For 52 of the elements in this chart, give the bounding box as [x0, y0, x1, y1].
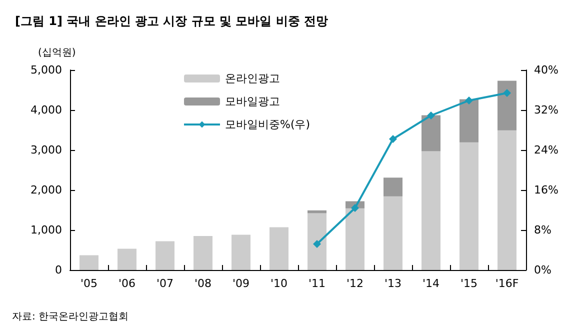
- bar: [384, 196, 402, 270]
- bar: [498, 130, 516, 270]
- x-tick-label: '05: [80, 277, 98, 290]
- point: [351, 204, 359, 212]
- x-tick-label: '13: [384, 277, 402, 290]
- y-tick-label: 0: [55, 264, 62, 276]
- x-tick-label: '06: [118, 277, 136, 290]
- y-tick-label: 4,000: [30, 104, 62, 116]
- bar: [232, 234, 250, 270]
- bar: [308, 213, 326, 270]
- y-tick-label: 1,000: [30, 224, 62, 236]
- bar: [156, 241, 174, 270]
- bar: [270, 227, 288, 270]
- y2-tick-label: 24%: [534, 144, 558, 156]
- point: [389, 135, 397, 143]
- legend-label: 모바일광고: [225, 95, 280, 108]
- bar: [80, 255, 98, 270]
- x-tick-label: '09: [232, 277, 250, 290]
- x-tick-label: '11: [308, 277, 326, 290]
- y-axis-title: (십억원): [38, 48, 76, 58]
- x-tick-label: '10: [270, 277, 288, 290]
- y-tick-label: 5,000: [30, 64, 62, 76]
- y2-tick-label: 8%: [534, 224, 552, 236]
- point: [503, 89, 511, 97]
- y-tick-label: 2,000: [30, 184, 62, 196]
- legend-label: 모바일비중%(우): [225, 118, 310, 131]
- x-tick-label: '08: [194, 277, 212, 290]
- y2-tick-label: 0%: [534, 264, 552, 276]
- chart-title: [그림 1] 국내 온라인 광고 시장 규모 및 모바일 비중 전망: [15, 14, 328, 28]
- y2-tick-label: 32%: [534, 104, 558, 116]
- bar: [422, 151, 440, 270]
- y-tick-label: 3,000: [30, 144, 62, 156]
- bar: [422, 115, 440, 152]
- bar: [194, 236, 212, 270]
- point: [465, 96, 473, 104]
- x-tick-label: '14: [422, 277, 440, 290]
- x-tick-label: '07: [156, 277, 174, 290]
- point: [313, 240, 321, 248]
- bar: [118, 248, 136, 270]
- y2-tick-label: 16%: [534, 184, 558, 196]
- text: 자료: 한국온라인광고협회: [12, 312, 129, 322]
- y2-tick-label: 40%: [534, 64, 558, 76]
- x-tick-label: '12: [346, 277, 364, 290]
- bar: [384, 178, 402, 196]
- point: [427, 112, 435, 120]
- bar: [498, 80, 516, 130]
- bar: [460, 142, 478, 270]
- x-tick-label: '16F: [495, 277, 519, 290]
- bar: [460, 99, 478, 142]
- bar: [346, 208, 364, 270]
- x-tick-label: '15: [460, 277, 478, 290]
- legend-label: 온라인광고: [225, 72, 280, 85]
